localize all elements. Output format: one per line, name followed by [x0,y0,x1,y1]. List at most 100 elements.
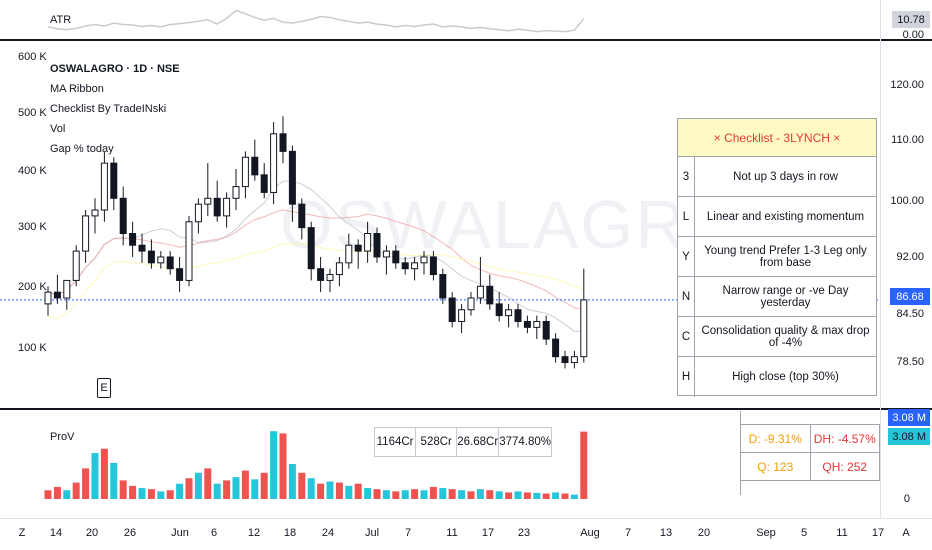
volume-bar [260,472,268,499]
volume-label[interactable]: ProV [50,431,75,443]
gap-cell: 528Cr [416,428,458,456]
indicator-vol[interactable]: Vol [50,123,66,135]
time-tick: Sep [756,527,776,539]
volume-bar [382,490,390,499]
candle-body [411,262,419,270]
candle-body [326,274,334,281]
volume-pane[interactable]: ProV [0,411,880,518]
volume-bar [185,478,193,499]
volume-bar [307,478,315,499]
volume-bar [542,493,550,499]
time-tick: 7 [404,527,412,539]
candle-body [298,203,306,229]
time-tick: 20 [697,527,711,539]
candle-body [138,244,146,252]
checklist-row: N Narrow range or -ve Day yesterday [678,277,876,317]
volume-bar [580,431,588,499]
time-tick: 11 [836,527,848,539]
candle-body [561,356,569,364]
time-tick: 11 [446,527,458,539]
candle-body [53,291,61,299]
gap-cell: 26.68Cr [457,428,500,456]
atr-series [47,9,585,33]
time-tick: 12 [247,527,261,539]
time-tick: Aug [580,527,600,539]
checklist-text: Not up 3 days in row [733,170,838,183]
atr-line [47,9,585,33]
volume-bar [467,491,475,499]
candle-body [486,285,494,305]
stats-row: D: -9.31% DH: -4.57% [741,425,880,453]
indicator-checklist[interactable]: Checklist By TradeINski [50,103,167,115]
volume-bar [270,431,278,499]
candle-body [241,156,249,188]
candle-body [166,256,174,270]
volume-bar [326,481,334,499]
time-tick: A [902,527,910,539]
volume-bar [345,485,353,499]
checklist-text: High close (top 30%) [732,371,839,383]
time-tick: 14 [49,527,63,539]
volume-bar [448,489,456,499]
candle-body [72,250,80,281]
left-axis-label: 300 K [18,221,47,233]
earnings-marker[interactable]: E [97,378,111,398]
time-tick: 26 [123,527,137,539]
volume-bar [401,490,409,499]
time-tick: 13 [659,527,673,539]
stats-table: D: -9.31% DH: -4.57% Q: 123 QH: 252 [740,411,880,495]
volume-bar [223,480,231,499]
pane-divider-1[interactable] [0,39,932,41]
atr-label: ATR [50,14,72,26]
checklist-row: Y Young trend Prefer 1-3 Leg only from ba… [678,237,876,277]
candle-body [354,244,362,252]
candle-body [223,197,231,217]
checklist-row: H High close (top 30%) [678,357,876,397]
volume-badge: 3.08 M [888,428,930,445]
volume-bar [533,492,541,499]
volume-bar [166,490,174,499]
ma-line-mid [47,209,584,311]
indicator-ma-ribbon[interactable]: MA Ribbon [50,83,104,95]
volume-bar [241,470,249,499]
price-tick: 100.00 [890,195,924,207]
volume-bar [100,448,108,499]
candle-body [157,256,165,264]
volume-bar [495,491,503,499]
checklist-key: L [678,197,695,236]
candle-body [307,227,315,270]
left-axis-label: 100 K [18,342,47,354]
candle-body [382,250,390,258]
volume-bar [213,483,221,499]
atr-value-badge: 10.78 [892,11,930,28]
candle-body [260,174,268,193]
atr-pane[interactable]: ATR [0,0,880,40]
indicator-gap[interactable]: Gap % today [50,143,114,155]
left-axis-label: 400 K [18,165,47,177]
price-tick: 92.00 [896,251,924,263]
volume-bar [204,468,212,499]
checklist-row: 3 Not up 3 days in row [678,157,876,197]
candle-body [542,320,550,340]
candle-body [439,274,447,299]
left-axis-label: 500 K [18,107,47,119]
ma-line-short [47,180,584,332]
symbol-title[interactable]: OSWALAGRO · 1D · NSE [50,63,180,75]
volume-bars [44,431,588,499]
price-axis[interactable]: 10.78 0.00 120.00 110.00 100.00 92.00 84… [880,0,932,518]
candle-body [420,256,428,264]
candle-body [458,309,466,322]
current-price-badge: 86.68 [890,288,930,305]
volume-badge: 3.08 M [888,409,930,426]
stat-dh: DH: -4.57% [811,425,880,452]
candle-body [373,233,381,258]
checklist-key: Y [678,237,695,276]
volume-bar [514,491,522,499]
gap-cell: 1164Cr [375,428,417,456]
candle-body [110,162,118,199]
volume-zero-label: 0 [903,493,910,505]
candle-body [580,299,588,358]
time-axis[interactable]: Z 14 20 26 Jun 6 12 18 24 Jul 7 11 17 23 Aug 7 13 20 Sep 5 1… [0,518,932,550]
volume-bar [505,492,513,499]
pane-divider-2[interactable] [0,408,932,410]
